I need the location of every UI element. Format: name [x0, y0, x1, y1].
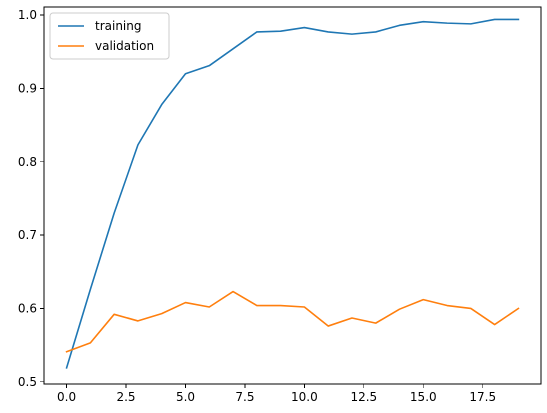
series-line-validation: [65, 290, 520, 353]
legend-label-training: training: [95, 19, 142, 33]
y-tick-label: 0.7: [18, 228, 37, 242]
x-tick-label: 12.5: [350, 390, 377, 404]
legend-label-validation: validation: [95, 39, 154, 53]
x-tick-label: 15.0: [410, 390, 437, 404]
y-tick-label: 1.0: [18, 8, 37, 22]
x-tick-label: 10.0: [291, 390, 318, 404]
y-tick-label: 0.6: [18, 301, 37, 315]
y-axis: 0.5 0.6 0.7 0.8 0.9 1.0: [18, 8, 44, 389]
x-tick-label: 17.5: [469, 390, 496, 404]
x-tick-label: 2.5: [116, 390, 135, 404]
y-tick-label: 0.5: [18, 375, 37, 389]
y-tick-label: 0.9: [18, 81, 37, 95]
y-tick-label: 0.8: [18, 155, 37, 169]
legend-box: [49, 12, 170, 60]
legend: training validation: [49, 12, 170, 60]
x-tick-label: 7.5: [235, 390, 254, 404]
x-tick-label: 0.0: [57, 390, 76, 404]
series-layer: [65, 18, 520, 369]
x-axis: 0.0 2.5 5.0 7.5 10.0 12.5 15.0 17.5: [57, 384, 496, 404]
x-tick-label: 5.0: [176, 390, 195, 404]
series-line-training: [65, 18, 520, 369]
axes-frame: [43, 6, 542, 385]
